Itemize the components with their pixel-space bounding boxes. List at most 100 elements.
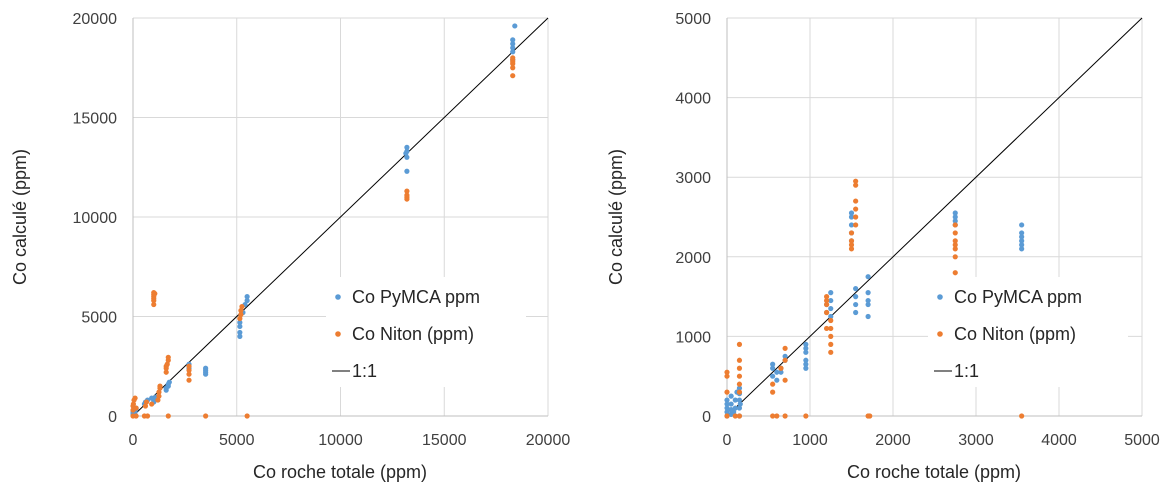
legend-marker: [937, 331, 943, 337]
data-point: [853, 222, 859, 228]
data-point: [770, 361, 776, 367]
y-tick-label: 3000: [675, 170, 711, 187]
data-point: [239, 303, 245, 310]
legend-label: Co PyMCA ppm: [352, 287, 480, 307]
data-point: [952, 254, 958, 260]
data-point: [143, 399, 150, 405]
y-tick-label: 10000: [73, 210, 118, 227]
data-point: [824, 325, 830, 332]
data-point: [770, 413, 776, 419]
data-point: [186, 363, 192, 369]
legend-label: Co Niton (ppm): [954, 324, 1076, 344]
data-point: [1019, 238, 1025, 244]
y-axis-title: Co calculé (ppm): [606, 149, 626, 285]
data-point: [404, 154, 410, 160]
data-point: [203, 413, 209, 419]
one-to-one-line: [726, 17, 1143, 417]
data-point: [237, 329, 243, 336]
data-point: [163, 369, 169, 375]
legend-background: [326, 277, 526, 387]
data-point: [732, 397, 738, 403]
data-point: [952, 210, 958, 216]
data-point: [724, 369, 730, 375]
data-point: [186, 371, 192, 377]
y-tick-label: 5000: [675, 11, 711, 28]
data-point: [724, 409, 730, 415]
data-point: [952, 246, 958, 252]
data-point: [736, 357, 743, 363]
data-point: [404, 144, 410, 150]
data-point: [770, 389, 776, 395]
data-point: [848, 230, 855, 236]
x-tick-label: 15000: [422, 432, 467, 449]
data-point: [203, 365, 209, 371]
data-point: [737, 401, 743, 407]
data-point: [237, 333, 243, 339]
data-point: [803, 365, 809, 371]
data-point: [782, 413, 788, 419]
data-point: [865, 313, 871, 320]
x-tick-label: 5000: [1124, 432, 1160, 449]
data-point: [736, 413, 743, 419]
data-point: [865, 290, 871, 296]
data-point: [237, 323, 243, 330]
data-point: [1019, 222, 1025, 228]
data-point: [952, 242, 958, 248]
chart-1: 0 5000 10000 15000 20000 0 5000 10000 15000 20000…: [10, 11, 570, 482]
chart-2: 0 1000 2000 3000 4000 5000 0 1000 2000 3000 4000 50…: [606, 11, 1160, 482]
data-point: [724, 373, 730, 379]
legend-marker: [937, 294, 943, 300]
data-point: [1019, 413, 1025, 419]
data-point: [244, 297, 250, 304]
data-point: [865, 274, 871, 280]
legend-label: Co Niton (ppm): [352, 324, 474, 344]
legend: Co PyMCA ppm Co Niton (ppm) 1:1: [928, 277, 1128, 387]
x-tick-label: 0: [723, 432, 732, 449]
data-point: [728, 401, 734, 407]
data-point: [244, 413, 250, 419]
data-point: [848, 214, 855, 220]
data-point: [782, 353, 788, 359]
data-point: [732, 405, 738, 411]
data-point: [853, 214, 859, 220]
x-tick-label: 4000: [1041, 432, 1077, 449]
data-point: [952, 230, 958, 236]
data-point: [848, 210, 855, 216]
data-point: [770, 381, 776, 387]
data-point: [155, 397, 161, 403]
data-point: [853, 301, 859, 308]
legend-label: 1:1: [352, 361, 377, 381]
data-point: [237, 319, 243, 326]
y-tick-label: 0: [108, 409, 117, 426]
data-point: [778, 369, 784, 375]
data-point: [828, 325, 834, 332]
y-tick-label: 15000: [73, 111, 118, 128]
data-point: [732, 413, 738, 419]
data-point: [782, 357, 788, 363]
data-point: [165, 413, 171, 419]
data-point: [151, 301, 157, 308]
data-point: [828, 341, 834, 347]
data-point: [853, 294, 859, 300]
data-point: [724, 413, 730, 419]
data-point: [952, 214, 958, 220]
x-axis-title: Co roche totale (ppm): [253, 462, 427, 482]
one-to-one-line: [132, 17, 549, 417]
data-point: [853, 198, 859, 204]
x-tick-label: 2000: [875, 432, 911, 449]
y-tick-label: 0: [702, 409, 711, 426]
data-point: [828, 349, 834, 355]
y-tick-label: 4000: [675, 91, 711, 108]
data-point: [510, 45, 516, 51]
legend-background: [928, 277, 1128, 387]
data-point: [853, 206, 859, 212]
y-tick-label: 1000: [675, 329, 711, 346]
data-point: [724, 397, 730, 403]
data-point: [152, 291, 158, 297]
y-tick-label: 20000: [73, 11, 118, 28]
data-point: [510, 49, 516, 55]
data-point: [132, 395, 138, 401]
data-point: [1019, 242, 1025, 248]
x-tick-label: 10000: [318, 432, 363, 449]
